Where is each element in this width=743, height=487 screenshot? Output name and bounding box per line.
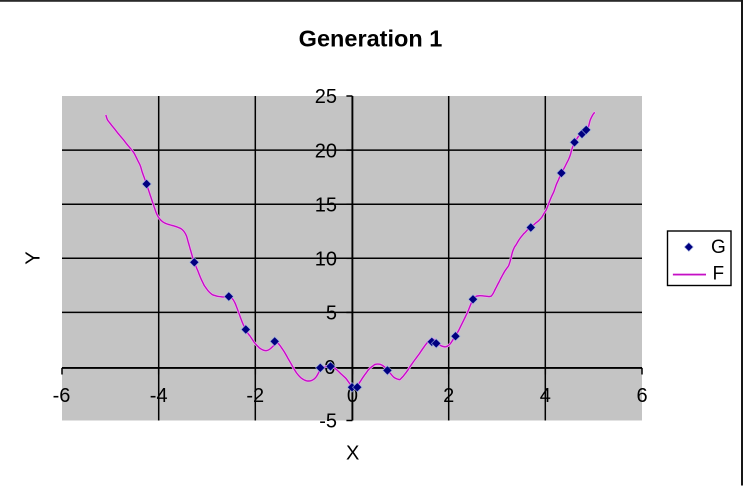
svg-text:15: 15 [315, 194, 337, 216]
svg-text:10: 10 [315, 249, 337, 271]
svg-text:6: 6 [636, 385, 647, 407]
svg-text:Y: Y [23, 251, 45, 264]
svg-text:2: 2 [443, 385, 454, 407]
svg-text:-6: -6 [53, 385, 71, 407]
svg-text:-5: -5 [319, 411, 337, 433]
svg-text:25: 25 [315, 86, 337, 108]
svg-text:F: F [713, 263, 725, 284]
svg-text:0: 0 [347, 385, 358, 407]
svg-text:Generation 1: Generation 1 [299, 25, 443, 51]
svg-text:-2: -2 [246, 385, 264, 407]
svg-text:20: 20 [315, 140, 337, 162]
svg-text:-4: -4 [150, 385, 168, 407]
svg-text:4: 4 [540, 385, 551, 407]
svg-text:X: X [346, 443, 359, 465]
svg-text:G: G [711, 237, 726, 258]
svg-text:5: 5 [326, 303, 337, 325]
